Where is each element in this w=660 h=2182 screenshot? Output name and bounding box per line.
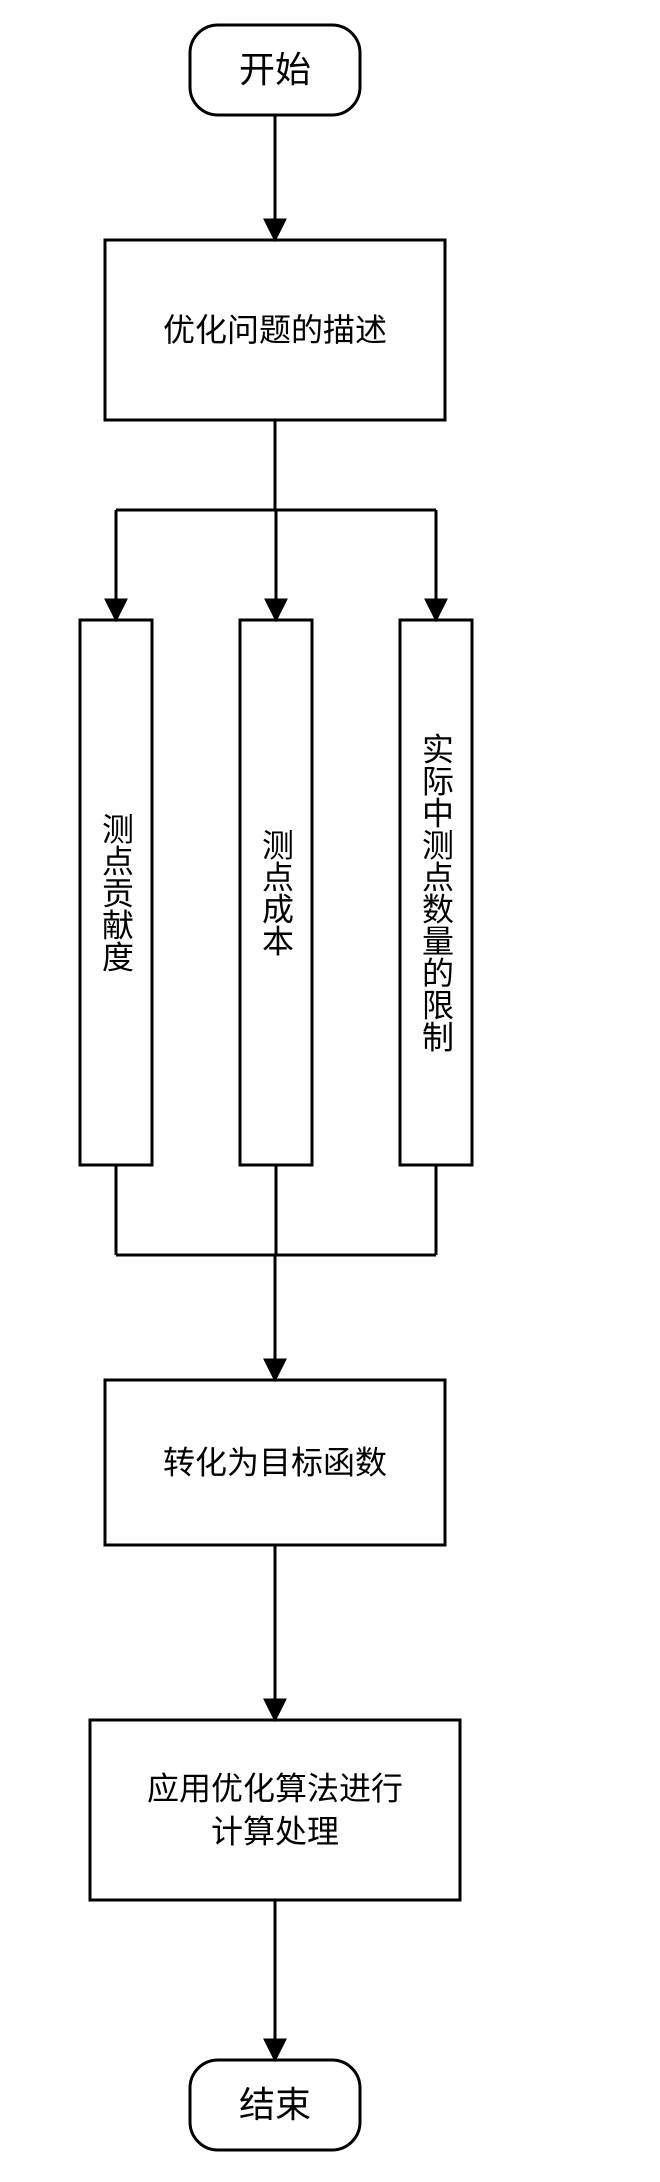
- col2-node: 测点成本: [258, 829, 294, 957]
- col1-node: 测点贡献度: [98, 813, 134, 973]
- desc-node: 优化问题的描述: [163, 312, 387, 348]
- col3-node: 实际中测点数量的限制: [418, 733, 454, 1053]
- obj-node: 转化为目标函数: [163, 1445, 387, 1481]
- end-node: 结束: [239, 2085, 311, 2125]
- algo-node-line2: 计算处理: [211, 1814, 339, 1850]
- algo-node-line1: 应用优化算法进行: [147, 1770, 403, 1806]
- start-node: 开始: [239, 50, 311, 90]
